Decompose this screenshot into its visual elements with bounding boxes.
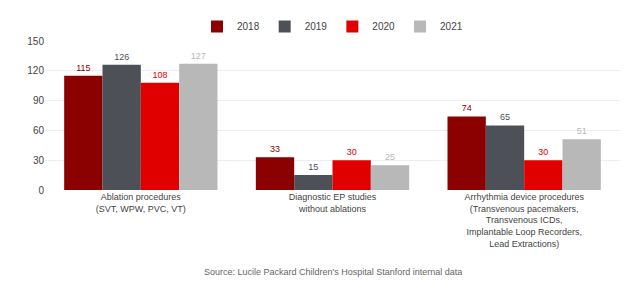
svg-text:150: 150: [27, 36, 44, 47]
svg-text:30: 30: [538, 147, 548, 157]
svg-text:127: 127: [191, 51, 206, 61]
svg-text:120: 120: [27, 65, 44, 76]
svg-text:2020: 2020: [372, 21, 395, 32]
svg-text:33: 33: [270, 144, 280, 154]
svg-text:65: 65: [500, 112, 510, 122]
svg-text:30: 30: [33, 155, 45, 166]
svg-text:2019: 2019: [305, 21, 328, 32]
svg-text:15: 15: [308, 162, 318, 172]
svg-text:25: 25: [385, 152, 395, 162]
svg-text:30: 30: [347, 147, 357, 157]
svg-text:Source: Lucile Packard Childre: Source: Lucile Packard Children's Hospit…: [204, 267, 462, 277]
svg-text:2021: 2021: [440, 21, 463, 32]
svg-text:60: 60: [33, 125, 45, 136]
svg-text:108: 108: [152, 70, 167, 80]
svg-text:126: 126: [114, 52, 129, 62]
svg-text:51: 51: [577, 126, 587, 136]
svg-text:Ablation procedures(SVT, WPW,: Ablation procedures(SVT, WPW, PVC, VT): [96, 192, 186, 214]
svg-text:115: 115: [76, 63, 90, 73]
svg-text:90: 90: [33, 95, 45, 106]
svg-text:Diagnostic EP studieswithout a: Diagnostic EP studieswithout ablations: [289, 192, 377, 214]
svg-text:2018: 2018: [237, 21, 260, 32]
svg-text:Arrhythmia device procedures(T: Arrhythmia device procedures(Transvenous…: [464, 192, 584, 249]
svg-text:74: 74: [462, 103, 472, 113]
svg-text:0: 0: [38, 185, 44, 196]
